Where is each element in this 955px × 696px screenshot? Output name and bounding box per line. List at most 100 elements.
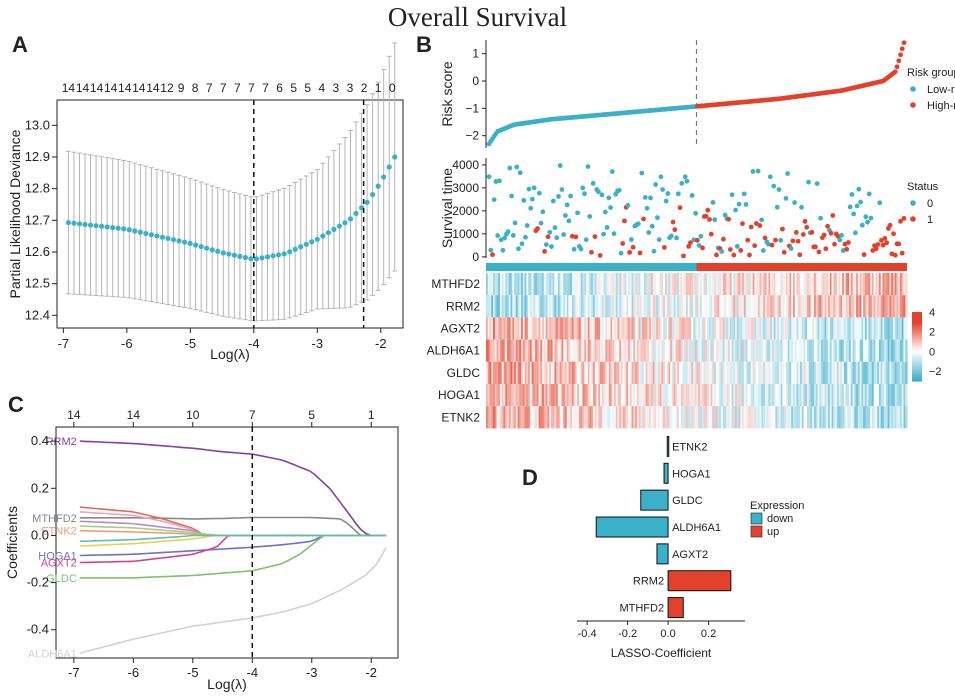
heatmap-cell (696, 406, 699, 429)
heatmap-cell (894, 384, 898, 407)
heatmap-cell (594, 361, 598, 384)
heatmap-cell (873, 339, 877, 362)
colorbar-label: 0 (929, 346, 935, 358)
survival-point (509, 193, 514, 199)
heatmap-cell (577, 317, 580, 340)
heatmap-cell (584, 361, 587, 384)
heatmap-cell (610, 295, 613, 318)
heatmap-cell (531, 339, 534, 362)
heatmap-cell (652, 317, 655, 340)
heatmap-cell (540, 273, 543, 296)
heatmap-cell (682, 384, 685, 407)
data-point (198, 243, 204, 250)
heatmap-cell (731, 339, 734, 362)
heatmap-cell (775, 317, 778, 340)
heatmap-cell (764, 273, 768, 296)
heatmap-cell (898, 339, 901, 362)
heatmap-cell (817, 406, 820, 429)
heatmap-cell (622, 406, 626, 429)
data-point (358, 205, 365, 211)
survival-point (486, 174, 492, 180)
heatmap-cell (770, 273, 773, 296)
heatmap-cell (654, 295, 657, 318)
heatmap-cell (596, 317, 599, 340)
survival-point (675, 191, 681, 197)
heatmap-cell (901, 406, 905, 429)
heatmap-cell (799, 361, 803, 384)
heatmap-cell (670, 384, 673, 407)
heatmap-cell (596, 384, 599, 407)
heatmap-cell (657, 317, 661, 340)
heatmap-cell (887, 339, 891, 362)
heatmap-cell (684, 273, 687, 296)
heatmap-cell (756, 339, 759, 362)
heatmap-cell (607, 295, 610, 318)
heatmap-cell (494, 361, 498, 384)
heatmap-cell (547, 384, 550, 407)
heatmap-cell (736, 384, 740, 407)
colorbar-segment (912, 341, 922, 344)
heatmap-cell (612, 339, 615, 362)
heatmap-cell (678, 384, 682, 407)
heatmap-cell (871, 317, 875, 340)
heatmap-cell (673, 361, 677, 384)
survival-point (601, 231, 607, 237)
heatmap-cell (845, 295, 848, 318)
heatmap-cell (656, 406, 659, 429)
colorbar-segment (912, 379, 922, 382)
heatmap-cell (889, 361, 892, 384)
heatmap-cell (522, 317, 526, 340)
x-tick-label: -0.2 (618, 628, 637, 640)
heatmap-cell (594, 384, 598, 407)
heatmap-cell (724, 339, 727, 362)
heatmap-cell (766, 384, 770, 407)
y-tick-label: 0 (472, 250, 479, 264)
heatmap-cell (601, 317, 605, 340)
heatmap-cell (673, 384, 677, 407)
heatmap-cell (803, 361, 806, 384)
heatmap-cell (894, 361, 898, 384)
heatmap-cell (600, 273, 603, 296)
heatmap-cell (580, 361, 584, 384)
heatmap-cell (782, 384, 785, 407)
heatmap-cell (780, 295, 784, 318)
survival-point (708, 231, 714, 237)
heatmap-cell (819, 406, 822, 429)
coefficient-path (79, 516, 387, 537)
heatmap-cell (761, 361, 764, 384)
heatmap-cell (819, 273, 822, 296)
heatmap-cell (649, 406, 652, 429)
heatmap-cell (622, 273, 626, 296)
heatmap-cell (714, 339, 717, 362)
heatmap-cell (843, 406, 847, 429)
heatmap-cell (833, 384, 836, 407)
heatmap-cell (685, 317, 689, 340)
heatmap-cell (505, 339, 508, 362)
heatmap-cell (512, 273, 515, 296)
heatmap-cell (899, 361, 903, 384)
heatmap-cell (780, 384, 784, 407)
heatmap-cell (650, 317, 654, 340)
heatmap-cell (707, 361, 710, 384)
heatmap-cell (645, 406, 648, 429)
heatmap-cell (792, 361, 796, 384)
heatmap-cell (735, 295, 738, 318)
heatmap-cell (621, 361, 624, 384)
top-label: 1 (375, 81, 382, 95)
survival-point (552, 225, 558, 231)
heatmap-cell (631, 317, 634, 340)
risk-point (896, 58, 902, 64)
y-tick-label: 3000 (452, 181, 479, 195)
heatmap-cell (729, 273, 733, 296)
x-tick-label: 0.2 (701, 628, 716, 640)
heatmap-cell (822, 339, 826, 362)
heatmap-cell (642, 295, 645, 318)
heatmap-cell (701, 361, 705, 384)
heatmap-cell (607, 361, 610, 384)
survival-point (759, 217, 765, 223)
heatmap-cell (684, 384, 687, 407)
heatmap-cell (554, 295, 557, 318)
heatmap-cell (671, 317, 675, 340)
heatmap-cell (759, 295, 763, 318)
data-point (303, 241, 309, 247)
